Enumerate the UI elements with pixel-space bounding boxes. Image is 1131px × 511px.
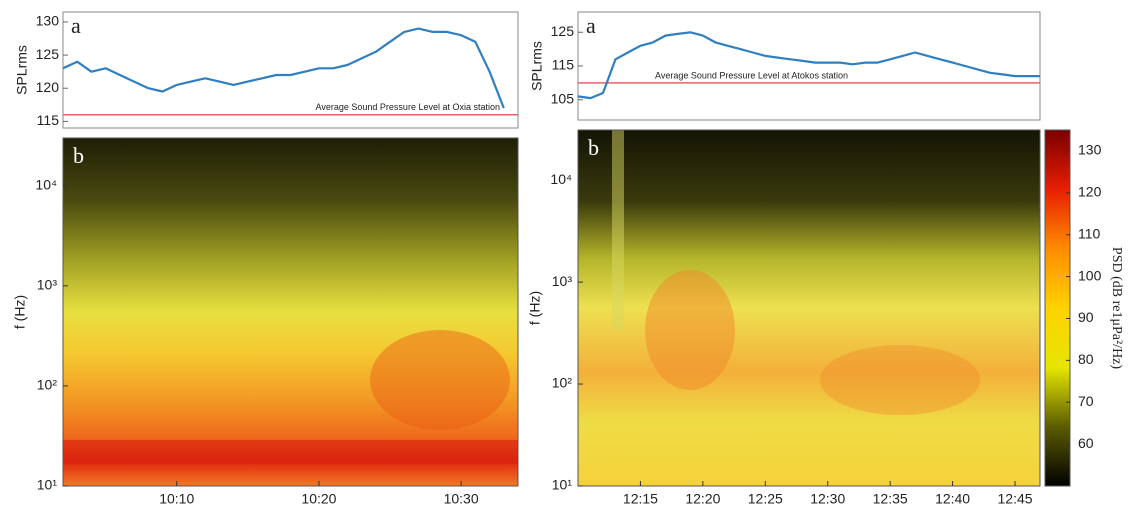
y-tick-label: 125 — [36, 46, 60, 62]
panel-letter: b — [73, 143, 84, 168]
y-tick-label: 10² — [552, 375, 573, 391]
colorbar-tick-label: 130 — [1078, 142, 1102, 158]
y-tick-label: 10⁴ — [550, 171, 572, 187]
y-tick-label: 10¹ — [552, 477, 573, 493]
panel-letter: a — [586, 13, 596, 38]
x-tick-label: 12:35 — [873, 491, 908, 507]
y-axis-label: f (Hz) — [527, 291, 543, 325]
x-tick-label: 10:20 — [301, 491, 336, 507]
spectrogram-blob — [820, 345, 980, 415]
y-tick-label: 10² — [37, 377, 58, 393]
panel-letter: a — [71, 13, 81, 38]
colorbar-tick-label: 120 — [1078, 184, 1102, 200]
colorbar-label: PSD (dB re1μPa²/Hz) — [1109, 247, 1124, 369]
spectrogram-streak — [612, 130, 624, 330]
x-tick-label: 10:10 — [159, 491, 194, 507]
spectrogram-image — [578, 130, 1040, 486]
spectrogram-blob — [645, 270, 735, 390]
plot-frame — [577, 11, 1041, 121]
y-axis-label: f (Hz) — [12, 295, 28, 329]
colorbar-tick-label: 100 — [1078, 267, 1102, 283]
spl-line — [577, 31, 1040, 100]
spl-line — [62, 27, 505, 109]
y-tick-label: 130 — [36, 13, 60, 29]
y-tick-label: 10³ — [552, 273, 573, 289]
x-tick-label: 12:15 — [623, 491, 658, 507]
x-tick-label: 12:45 — [998, 491, 1033, 507]
colorbar-tick-label: 90 — [1078, 309, 1094, 325]
y-tick-label: 125 — [551, 23, 575, 39]
x-tick-label: 12:20 — [685, 491, 720, 507]
y-tick-label: 10¹ — [37, 477, 58, 493]
reference-label: Average Sound Pressure Level at Oxia sta… — [316, 102, 500, 112]
x-tick-label: 12:30 — [810, 491, 845, 507]
x-tick-label: 10:30 — [444, 491, 479, 507]
spectrogram-band — [63, 440, 518, 464]
colorbar-tick-label: 80 — [1078, 351, 1094, 367]
colorbar-tick-label: 110 — [1078, 225, 1101, 241]
spectrogram-blob — [370, 330, 510, 430]
plot-frame — [577, 129, 1041, 487]
y-tick-label: 10⁴ — [35, 176, 57, 192]
y-tick-label: 120 — [36, 79, 60, 95]
reference-label: Average Sound Pressure Level at Atokos s… — [655, 70, 848, 80]
y-axis-label: SPLrms — [14, 45, 30, 95]
colorbar-tick-label: 60 — [1078, 435, 1094, 451]
y-tick-label: 105 — [551, 90, 575, 106]
y-tick-label: 115 — [37, 112, 60, 128]
y-tick-label: 115 — [552, 57, 575, 73]
colorbar-tick-label: 70 — [1078, 393, 1094, 409]
y-axis-label: SPLrms — [529, 41, 545, 91]
x-tick-label: 12:40 — [935, 491, 970, 507]
colorbar — [1044, 129, 1071, 487]
spectrogram-image — [63, 138, 518, 486]
x-tick-label: 12:25 — [748, 491, 783, 507]
y-tick-label: 10³ — [37, 277, 58, 293]
plot-frame — [62, 137, 519, 487]
panel-letter: b — [588, 135, 599, 160]
